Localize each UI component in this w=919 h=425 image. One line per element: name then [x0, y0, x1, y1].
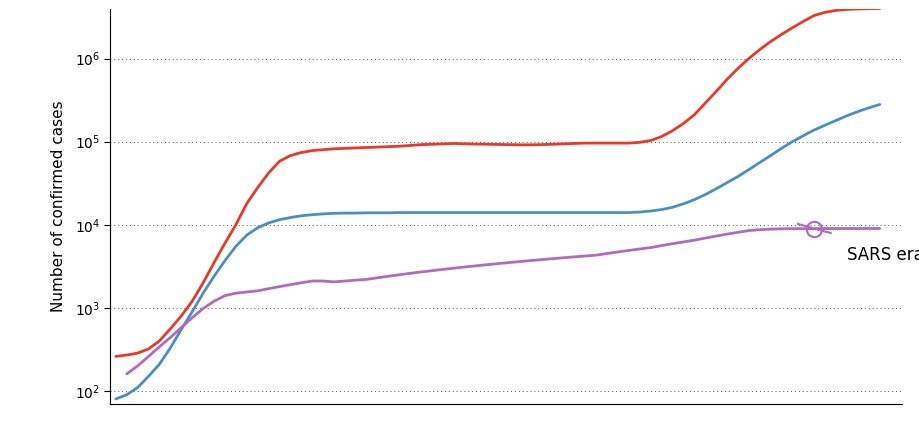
Y-axis label: Number of confirmed cases: Number of confirmed cases — [51, 100, 66, 312]
Text: SARS eradication: SARS eradication — [846, 246, 919, 264]
